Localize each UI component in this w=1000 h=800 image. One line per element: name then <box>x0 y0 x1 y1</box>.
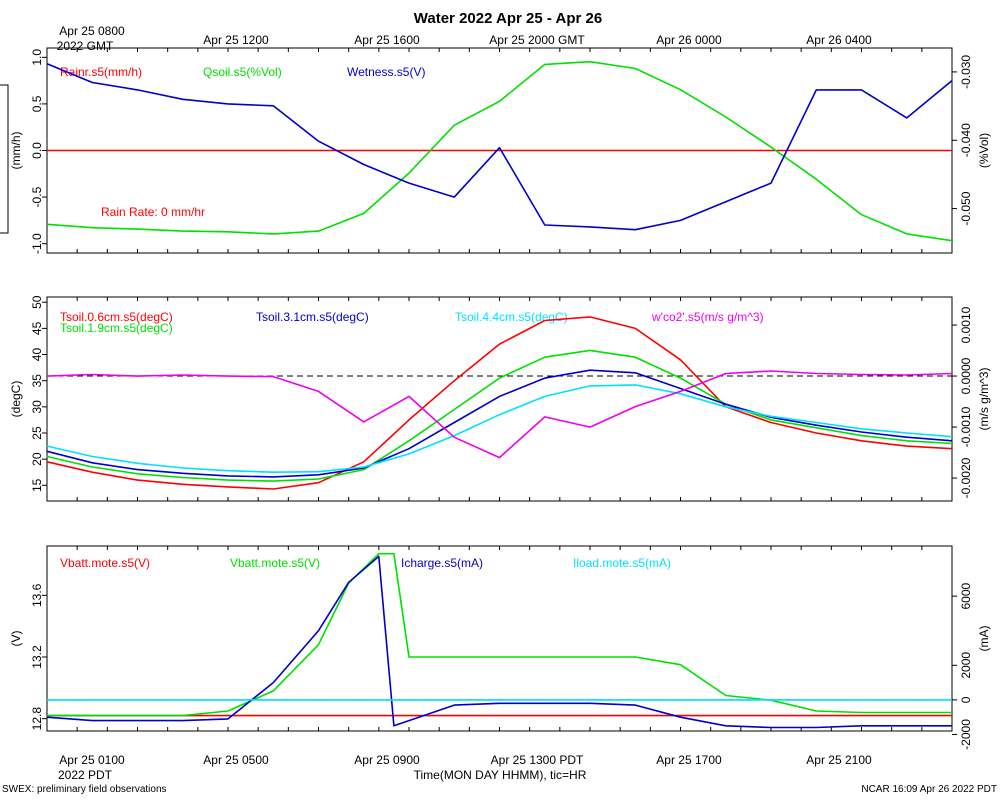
bottom-tick-4: Apr 25 1700 <box>656 753 722 767</box>
right-tick-label: 0.0010 <box>959 306 973 343</box>
left-tick-label: 13.6 <box>30 583 44 607</box>
right-tick-label: 0 <box>959 696 973 703</box>
bottom-tick-0: Apr 25 0100 <box>59 753 125 767</box>
right-tick-label: -2000 <box>959 719 973 750</box>
right-axis-label: (%Vol) <box>977 133 991 168</box>
x-axis-label: Time(MON DAY HHMM), tic=HR <box>414 768 587 782</box>
bottom-axis: Apr 25 0100 Apr 25 0500 Apr 25 0900 Apr … <box>58 753 872 782</box>
right-axis-label: (m/s g/m^3) <box>977 368 991 431</box>
left-tick-label: 35 <box>30 374 44 388</box>
rain-rate-annotation: Rain Rate: 0 mm/hr <box>101 205 205 219</box>
left-tick-label: 20 <box>30 452 44 466</box>
legend-tsoil-19: Tsoil.1.9cm.s5(degC) <box>60 321 173 335</box>
right-tick-label: -0.0010 <box>959 406 973 447</box>
left-tick-label: 30 <box>30 400 44 414</box>
panel-side-box <box>0 84 9 234</box>
bottom-tick-1: Apr 25 0500 <box>203 753 269 767</box>
left-axis-label: (degC) <box>9 381 23 418</box>
plot-layer: 1.0 0.5 0.0 -0.5 -1.0 (mm/h) -0.030 -0.040 -0.05… <box>9 48 991 750</box>
left-tick-label: -1.0 <box>30 233 44 254</box>
top-tick-2: Apr 25 1600 <box>354 33 420 47</box>
series-line-0-2 <box>46 63 953 231</box>
series-line-1-2 <box>46 369 953 478</box>
top-tick-1: Apr 25 1200 <box>203 33 269 47</box>
top-sub-label: 2022 GMT <box>57 39 114 53</box>
top-tick-3: Apr 25 2000 GMT <box>489 33 585 47</box>
left-tick-label: 50 <box>30 295 44 309</box>
left-tick-label: 12.8 <box>30 707 44 731</box>
legend-tsoil-06: Tsoil.0.6cm.s5(degC) <box>60 310 173 324</box>
right-axis-label: (mA) <box>977 626 991 652</box>
top-tick-0: Apr 25 0800 <box>59 24 125 38</box>
legend-vbatt-red: Vbatt.mote.s5(V) <box>60 556 150 570</box>
left-axis-label: (V) <box>9 631 23 647</box>
bottom-tick-3: Apr 25 1300 PDT <box>491 753 584 767</box>
left-tick-label: 25 <box>30 426 44 440</box>
left-tick-label: 15 <box>30 478 44 492</box>
left-tick-label: 45 <box>30 321 44 335</box>
right-tick-label: 6000 <box>959 582 973 609</box>
series-line-1-3 <box>46 384 953 474</box>
panel-soil-frame <box>46 296 953 502</box>
top-tick-5: Apr 26 0400 <box>806 33 872 47</box>
series-line-2-2 <box>46 555 952 729</box>
right-tick-label: 0.0000 <box>959 357 973 394</box>
right-tick-label: -0.030 <box>959 55 973 89</box>
legend-tsoil-31: Tsoil.3.1cm.s5(degC) <box>256 310 369 324</box>
footer-left: SWEX: preliminary field observations <box>2 784 167 795</box>
legend-rainr: Rainr.s5(mm/h) <box>60 65 142 79</box>
legend-vbatt-green: Vbatt.mote.s5(V) <box>230 556 320 570</box>
chart-title: Water 2022 Apr 25 - Apr 26 <box>414 10 602 27</box>
legend-tsoil-44: Tsoil.4.4cm.s5(degC) <box>455 310 568 324</box>
top-axis: Apr 25 0800 2022 GMT Apr 25 1200 Apr 25 … <box>57 24 872 53</box>
right-tick-label: -0.040 <box>959 123 973 157</box>
series-line-1-4 <box>46 370 953 459</box>
left-axis-label: (mm/h) <box>9 132 23 170</box>
left-tick-label: 1.0 <box>30 49 44 66</box>
legend-wco2: w'co2'.s5(m/s g/m^3) <box>651 310 764 324</box>
panel-soil-legend: Tsoil.0.6cm.s5(degC) Tsoil.1.9cm.s5(degC… <box>60 310 764 335</box>
panel-water-legend: Rainr.s5(mm/h) Qsoil.s5(%Vol) Wetness.s5… <box>60 65 425 219</box>
bottom-tick-2: Apr 25 0900 <box>354 753 420 767</box>
legend-qsoil: Qsoil.s5(%Vol) <box>203 65 282 79</box>
left-tick-label: 13.2 <box>30 645 44 669</box>
left-tick-label: 0.0 <box>30 142 44 159</box>
left-tick-label: 40 <box>30 348 44 362</box>
legend-icharge: Icharge.s5(mA) <box>401 556 483 570</box>
series-line-1-1 <box>46 349 953 482</box>
right-tick-label: 2000 <box>959 652 973 679</box>
top-tick-4: Apr 26 0000 <box>656 33 722 47</box>
panel-power-legend: Vbatt.mote.s5(V) Vbatt.mote.s5(V) Icharg… <box>60 556 671 570</box>
series-line-2-1 <box>47 552 952 717</box>
footer-right: NCAR 16:09 Apr 26 2022 PDT <box>861 784 997 795</box>
bottom-tick-5: Apr 25 2100 <box>806 753 872 767</box>
left-tick-label: 0.5 <box>30 95 44 112</box>
right-tick-label: -0.0020 <box>959 457 973 498</box>
legend-wetness: Wetness.s5(V) <box>347 65 425 79</box>
series-line-1-0 <box>46 316 953 490</box>
legend-iload: Iload.mote.s5(mA) <box>573 556 671 570</box>
right-tick-label: -0.050 <box>959 191 973 225</box>
left-tick-label: -0.5 <box>30 186 44 207</box>
series-line-0-1 <box>46 60 953 242</box>
bottom-sub-label: 2022 PDT <box>58 768 113 782</box>
